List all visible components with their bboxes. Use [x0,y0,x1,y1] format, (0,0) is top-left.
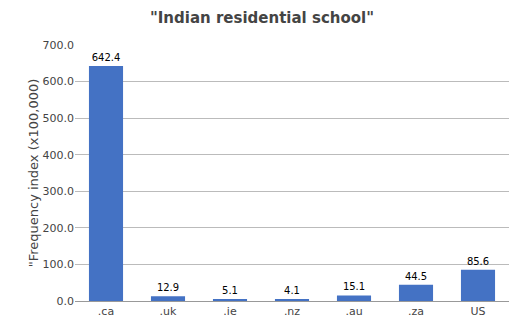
svg-text:400.0: 400.0 [43,149,75,162]
svg-text:.uk: .uk [160,305,177,318]
svg-text:"Indian residential school": "Indian residential school" [150,9,374,27]
svg-text:500.0: 500.0 [43,112,75,125]
svg-text:44.5: 44.5 [405,271,427,282]
svg-text:100.0: 100.0 [43,258,75,271]
svg-text:700.0: 700.0 [43,39,75,52]
svg-text:300.0: 300.0 [43,185,75,198]
svg-text:.au: .au [345,305,362,318]
svg-text:200.0: 200.0 [43,222,75,235]
svg-text:5.1: 5.1 [222,285,238,296]
svg-text:642.4: 642.4 [92,52,121,63]
svg-text:.za: .za [408,305,424,318]
svg-text:"Frequency index (x100,000): "Frequency index (x100,000) [26,79,41,268]
svg-text:.ca: .ca [98,305,114,318]
svg-text:15.1: 15.1 [343,281,365,292]
svg-text:600.0: 600.0 [43,75,75,88]
svg-text:.nz: .nz [284,305,300,318]
svg-text:.ie: .ie [223,305,237,318]
svg-text:85.6: 85.6 [467,256,489,267]
svg-text:12.9: 12.9 [157,282,179,293]
svg-text:0.0: 0.0 [57,295,75,308]
svg-text:4.1: 4.1 [284,285,300,296]
svg-text:US: US [470,305,485,318]
